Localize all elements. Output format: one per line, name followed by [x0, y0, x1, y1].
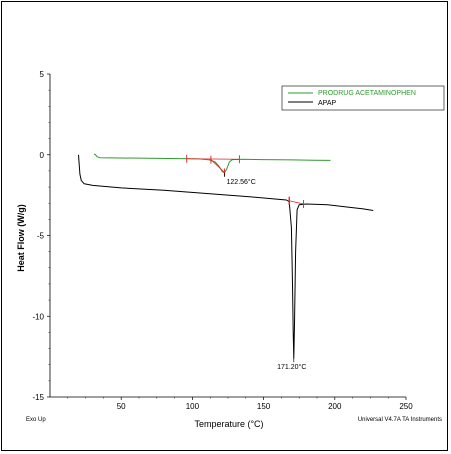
- y-tick-label: 0: [40, 151, 45, 160]
- integration-line: [210, 159, 225, 173]
- annotation-layer: 122.56°C 171.20°C: [224, 172, 306, 371]
- legend-box: [281, 85, 445, 111]
- y-tick-label: -5: [37, 232, 45, 241]
- y-tick-label: -10: [32, 312, 44, 321]
- integration-line: [289, 200, 304, 205]
- series-layer: [78, 153, 374, 359]
- legend: PRODRUG ACETAMINOPHEN APAP: [281, 85, 445, 111]
- x-tick-label: 150: [257, 402, 271, 411]
- x-tick-label: 50: [117, 402, 126, 411]
- x-axis-label: Temperature (°C): [194, 419, 263, 429]
- footer-left: Exo Up: [26, 417, 46, 423]
- y-tick-label: 5: [40, 70, 45, 79]
- y-axis-label: Heat Flow (W/g): [16, 204, 26, 272]
- x-tick-label: 100: [186, 402, 200, 411]
- legend-label-prodrug: PRODRUG ACETAMINOPHEN: [318, 90, 416, 97]
- series-line-apap: [78, 154, 374, 359]
- peak-label: 122.56°C: [227, 178, 256, 186]
- x-tick-label: 250: [399, 402, 413, 411]
- x-tick-label: 200: [328, 402, 342, 411]
- legend-label-apap: APAP: [318, 100, 336, 107]
- peak-label: 171.20°C: [277, 363, 306, 371]
- y-tick-label: -15: [32, 393, 44, 402]
- footer-right: Universal V4.7A TA Instruments: [358, 417, 442, 423]
- series-line-prodrug: [93, 153, 331, 174]
